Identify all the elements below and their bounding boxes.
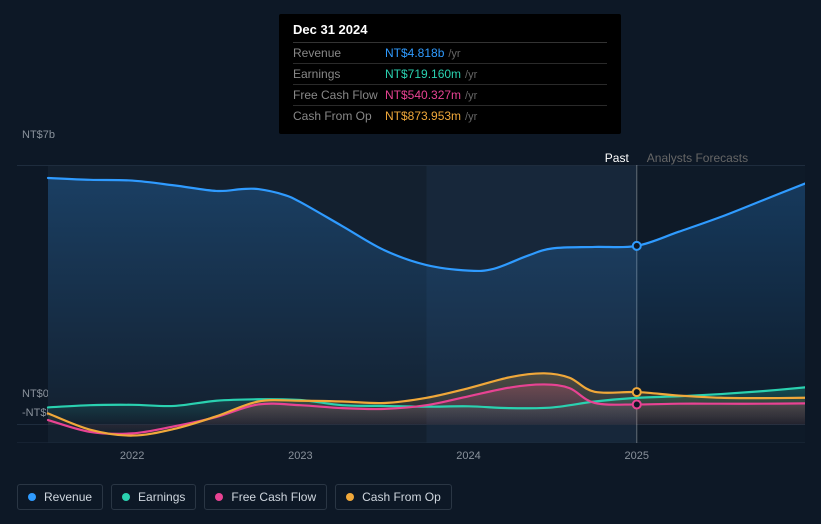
tooltip-row-unit: /yr [465, 69, 477, 81]
legend-item[interactable]: Free Cash Flow [204, 484, 327, 510]
y-tick-label: NT$7b [22, 129, 55, 141]
legend-item[interactable]: Revenue [17, 484, 103, 510]
section-label-past: Past [605, 151, 629, 165]
tooltip-row-value: NT$719.160m [385, 67, 461, 81]
legend-label: Free Cash Flow [231, 490, 316, 504]
legend: Revenue Earnings Free Cash Flow Cash From O… [17, 484, 452, 510]
tooltip-row-value: NT$873.953m [385, 109, 461, 123]
x-tick-label: 2024 [456, 450, 480, 462]
legend-item[interactable]: Earnings [111, 484, 196, 510]
tooltip-row-value: NT$540.327m [385, 88, 461, 102]
tooltip-row-label: Revenue [293, 46, 385, 60]
chart-plot-area[interactable]: Past Analysts Forecasts [17, 165, 805, 443]
x-axis: 2022 2023 2024 2025 [17, 450, 805, 466]
tooltip-row-value: NT$4.818b [385, 46, 444, 60]
tooltip-row: RevenueNT$4.818b/yr [293, 43, 607, 64]
tooltip-date: Dec 31 2024 [293, 22, 607, 43]
legend-dot [215, 493, 223, 501]
x-tick-label: 2025 [625, 450, 649, 462]
tooltip-row-unit: /yr [465, 111, 477, 123]
x-tick-label: 2023 [288, 450, 312, 462]
legend-dot [122, 493, 130, 501]
x-tick-label: 2022 [120, 450, 144, 462]
section-label-forecasts: Analysts Forecasts [647, 151, 748, 165]
legend-label: Earnings [138, 490, 185, 504]
tooltip-row-unit: /yr [465, 90, 477, 102]
chart-svg [17, 165, 805, 443]
tooltip-row-label: Free Cash Flow [293, 88, 385, 102]
tooltip-row-unit: /yr [448, 48, 460, 60]
legend-item[interactable]: Cash From Op [335, 484, 452, 510]
tooltip-row: Cash From OpNT$873.953m/yr [293, 106, 607, 126]
tooltip-row-label: Earnings [293, 67, 385, 81]
chart-tooltip: Dec 31 2024 RevenueNT$4.818b/yrEarningsN… [279, 14, 621, 134]
legend-label: Cash From Op [362, 490, 441, 504]
legend-dot [28, 493, 36, 501]
legend-label: Revenue [44, 490, 92, 504]
tooltip-row-label: Cash From Op [293, 109, 385, 123]
tooltip-row: Free Cash FlowNT$540.327m/yr [293, 85, 607, 106]
legend-dot [346, 493, 354, 501]
tooltip-row: EarningsNT$719.160m/yr [293, 64, 607, 85]
